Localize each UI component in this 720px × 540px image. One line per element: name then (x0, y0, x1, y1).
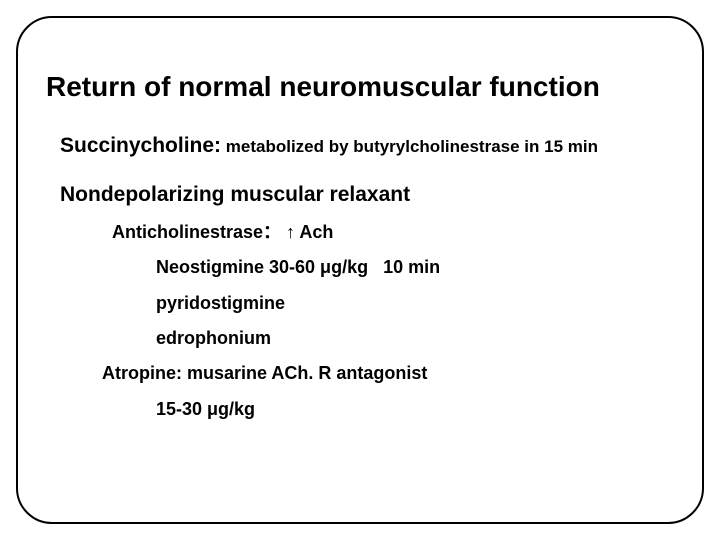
slide-title: Return of normal neuromuscular function (46, 70, 674, 104)
atropine-dose-line: 15-30 μg/kg (156, 398, 674, 421)
edrophonium-line: edrophonium (156, 327, 674, 350)
nondepolarizing-heading: Nondepolarizing muscular relaxant (60, 183, 674, 207)
succ-lead: Succinycholine: (60, 134, 221, 157)
slide-frame: Return of normal neuromuscular function … (16, 16, 704, 524)
pyridostigmine-line: pyridostigmine (156, 292, 674, 315)
succ-rest: metabolized by butyrylcholinestrase in 1… (221, 137, 598, 156)
succinylcholine-line: Succinycholine: metabolized by butyrylch… (60, 132, 674, 159)
atropine-line: Atropine: musarine ACh. R antagonist (102, 362, 674, 385)
anticholinesterase-line: Anticholinestrase： ↑ Ach (112, 221, 674, 244)
neostigmine-line: Neostigmine 30-60 μg/kg 10 min (156, 256, 674, 279)
